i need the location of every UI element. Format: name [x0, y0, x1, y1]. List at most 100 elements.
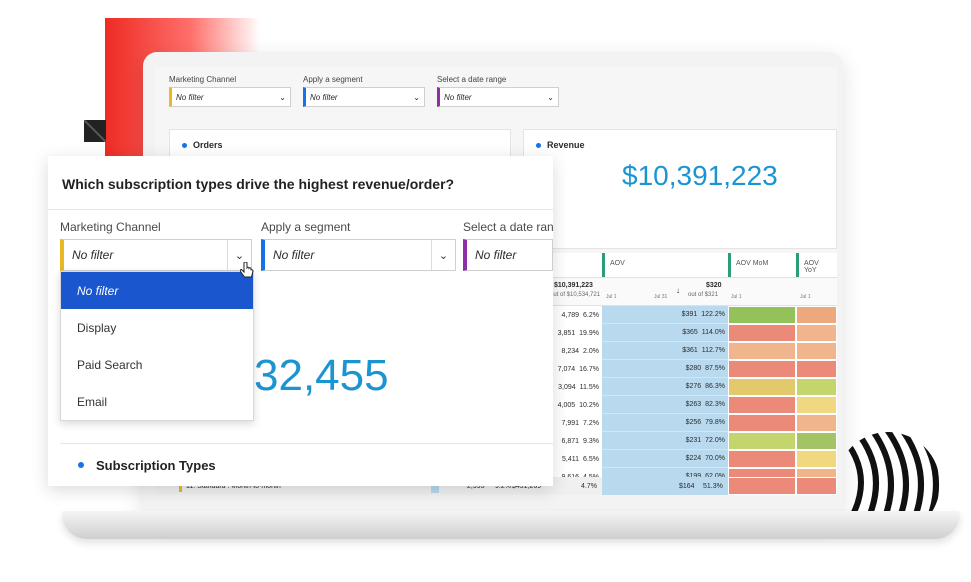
table-row[interactable]: 5,411 6.5% $224 70.0% [550, 450, 837, 468]
aov-value-cell: $224 [685, 455, 702, 462]
revenue-total-sub: out of $10,534,721 [550, 292, 601, 298]
bg-filter-date-range: Select a date range No filter ⌄ [437, 75, 559, 107]
revenue-cell: 5,411 6.5% [550, 450, 602, 468]
revenue-total: $10,391,223 [554, 282, 593, 289]
bg-filter-select[interactable]: No filter ⌄ [437, 87, 559, 107]
aov-cell: $263 82.3% [602, 396, 728, 414]
revenue-value-cell: 7,991 [561, 419, 580, 427]
orders-card-title-text: Orders [193, 140, 223, 150]
table-row[interactable]: 8,234 2.0% $361 112.7% [550, 342, 837, 360]
segment-select[interactable]: No filter ⌄ [261, 239, 456, 271]
orders-bar [431, 479, 439, 493]
mom-heat-cell [728, 432, 796, 450]
revenue-pct-cell: 2.0% [583, 347, 599, 355]
row-revenue: $491,269 [512, 482, 542, 490]
table-row[interactable]: 4,005 10.2% $263 82.3% [550, 396, 837, 414]
filter-value: No filter [273, 248, 315, 262]
orders-card-title: Orders [182, 140, 223, 150]
dropdown-option-no-filter[interactable]: No filter [61, 272, 253, 309]
aov-pct-cell: 79.8% [705, 419, 725, 426]
table-row[interactable]: 7,991 7.2% $256 79.8% [550, 414, 837, 432]
marketing-channel-dropdown: No filter Display Paid Search Email [60, 271, 254, 421]
yoy-heat-cell [796, 378, 837, 396]
bg-filter-value: No filter [176, 92, 204, 102]
revenue-value-cell: 4,789 [561, 311, 580, 319]
subscription-types-card[interactable]: Subscription Types [60, 443, 553, 486]
aov-value-cell: $231 [685, 437, 702, 444]
question-panel: Which subscription types drive the highe… [48, 156, 554, 486]
sort-arrow-icon[interactable]: ↓ [676, 286, 680, 295]
aov-cell: $280 87.5% [602, 360, 728, 378]
bg-filter-bar: Marketing Channel No filter ⌄ Apply a seg… [169, 75, 559, 107]
aov-cell: $224 70.0% [602, 450, 728, 468]
filter-label: Select a date ran [463, 220, 554, 234]
dropdown-option-email[interactable]: Email [77, 394, 108, 409]
row-orders: 2,993 [467, 482, 485, 490]
yoy-heat-cell [796, 342, 837, 360]
row-name: 11. Standard : Month-to-month [186, 482, 281, 490]
revenue-value-cell: 8,234 [561, 347, 580, 355]
column-header-aov-yoy[interactable]: AOV YoY [796, 253, 837, 277]
mom-heat-cell [728, 378, 796, 396]
bg-filter-select[interactable]: No filter ⌄ [303, 87, 425, 107]
revenue-value-cell: 3,851 [557, 329, 576, 337]
revenue-card: Revenue $10,391,223 [523, 129, 837, 249]
table-row[interactable]: 6,871 9.3% $231 72.0% [550, 432, 837, 450]
aov-value-cell: $361 [682, 347, 698, 354]
date-range-select[interactable]: No filter [463, 239, 553, 271]
aov-pct-cell: 70.0% [705, 455, 725, 462]
row-orders-pct: 9.2% [495, 482, 511, 490]
revenue-cell: 3,851 19.9% [550, 324, 602, 342]
chevron-down-icon[interactable]: ⌄ [227, 240, 251, 270]
revenue-pct-cell: 9.3% [583, 437, 599, 445]
bg-filter-label: Apply a segment [303, 75, 363, 84]
table-row[interactable]: 4,789 6.2% $391 122.2% [550, 306, 837, 324]
dropdown-option-paid-search[interactable]: Paid Search [77, 357, 143, 372]
mom-heat-cell [728, 306, 796, 324]
revenue-cell: 7,074 16.7% [550, 360, 602, 378]
table-row[interactable]: 3,851 19.9% $365 114.0% [550, 324, 837, 342]
dropdown-option-display[interactable]: Display [77, 320, 117, 335]
marketing-channel-select[interactable]: No filter ⌄ [60, 239, 252, 271]
row-revenue-pct: 4.7% [581, 482, 597, 490]
aov-value-cell: $263 [685, 401, 702, 408]
revenue-cell: 8,234 2.0% [550, 342, 602, 360]
status-dot-icon [536, 142, 541, 148]
yoy-heat-cell [796, 450, 837, 468]
bg-filter-label: Marketing Channel [169, 75, 237, 84]
table-row-last[interactable]: 11. Standard : Month-to-month 2,993 9.2%… [155, 477, 837, 495]
table-row[interactable]: 7,074 16.7% $280 87.5% [550, 360, 837, 378]
aov-tick-left: Jul 1 [606, 294, 617, 300]
filter-date-range: Select a date ran No filter [463, 220, 554, 271]
revenue-cell: 3,094 11.5% [550, 378, 602, 396]
filter-label: Marketing Channel [60, 220, 161, 234]
table-row[interactable]: 3,094 11.5% $276 86.3% [550, 378, 837, 396]
table-rows: 4,789 6.2% $391 122.2% 3,851 19.9% $365 114.… [550, 306, 837, 495]
column-header-aov[interactable]: AOV [602, 253, 728, 277]
mom-heat-cell [728, 324, 796, 342]
mom-heat-cell [728, 360, 796, 378]
aov-cell: $361 112.7% [602, 342, 728, 360]
status-dot-icon [182, 142, 187, 148]
status-dot-icon [78, 462, 84, 468]
aov-cell: $365 114.0% [602, 324, 728, 342]
aov-tick-right: Jul 31 [654, 294, 668, 300]
revenue-cell: 6,871 9.3% [550, 432, 602, 450]
row-accent [179, 480, 182, 492]
revenue-pct-cell: 10.2% [579, 401, 599, 409]
aov-value-cell: $256 [685, 419, 702, 426]
subscription-types-title: Subscription Types [96, 457, 216, 473]
mom-heat-cell [728, 396, 796, 414]
panel-divider [48, 209, 553, 210]
revenue-cell: 7,991 7.2% [550, 414, 602, 432]
aov-cell: $391 122.2% [602, 306, 728, 324]
filter-value: No filter [475, 248, 517, 262]
chevron-down-icon: ⌄ [279, 92, 286, 102]
column-header-aov-mom[interactable]: AOV MoM [728, 253, 796, 277]
chevron-down-icon[interactable]: ⌄ [431, 240, 455, 270]
revenue-card-title: Revenue [536, 140, 585, 150]
bg-filter-select[interactable]: No filter ⌄ [169, 87, 291, 107]
table-header: AOV AOV MoM AOV YoY [550, 253, 837, 278]
aov-value-cell: $391 [681, 311, 698, 318]
aov-value-cell: $199 [686, 473, 702, 480]
